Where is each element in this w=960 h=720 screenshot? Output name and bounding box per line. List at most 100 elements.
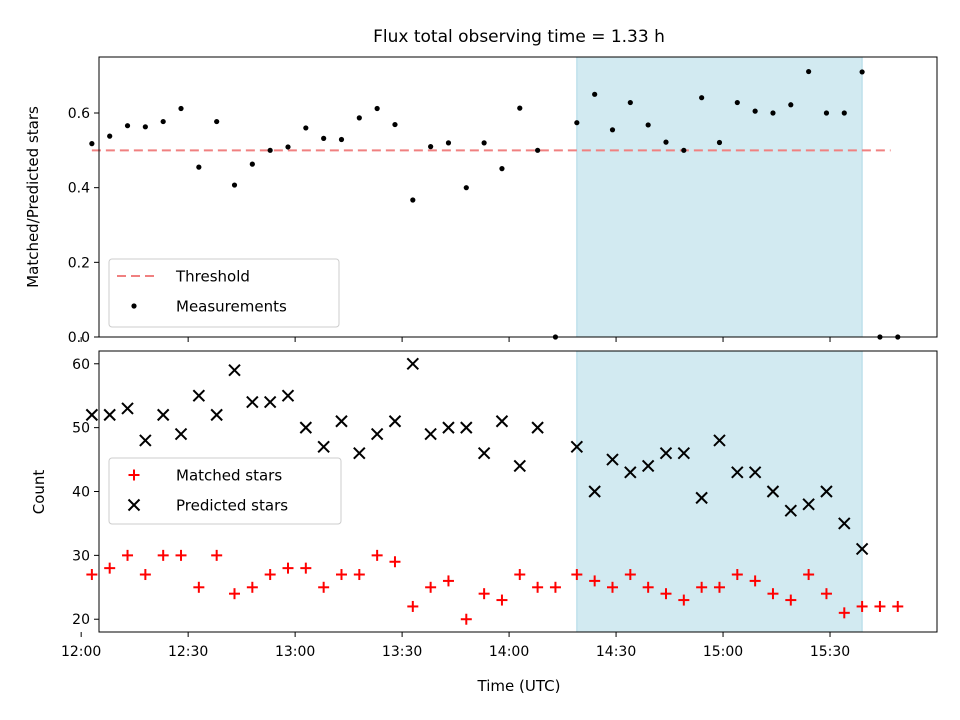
measurement-point (517, 105, 523, 111)
predicted-star-point (855, 542, 869, 556)
predicted-star-point (85, 408, 99, 422)
measurement-point (124, 123, 131, 129)
measurement-point (89, 141, 95, 147)
measurement-point (410, 197, 416, 203)
legend-label: Matched stars (176, 467, 282, 485)
y-tick-label: 0.0 (68, 330, 90, 346)
matched-star-point (660, 588, 672, 600)
matched-star-point (874, 600, 886, 612)
measurement-point (716, 139, 723, 146)
predicted-star-point (802, 498, 815, 511)
predicted-star-point (228, 363, 241, 377)
matched-star-point (496, 594, 508, 606)
legend-box (108, 258, 340, 328)
axes-frame (98, 56, 938, 338)
predicted-star-point (820, 485, 833, 498)
measurement-point (214, 118, 220, 125)
predicted-star-point (299, 421, 313, 434)
x-tick-label: 13:00 (275, 644, 315, 660)
bottom-y-axis-label: Count (30, 470, 48, 515)
measurement-point (445, 140, 452, 146)
matched-star-point (442, 575, 454, 587)
predicted-star-point (424, 427, 437, 441)
predicted-star-point (784, 504, 798, 517)
measurement-point (499, 166, 505, 172)
predicted-star-point (677, 446, 691, 460)
x-tick-label: 14:00 (489, 644, 529, 660)
measurement-point (356, 115, 362, 121)
measurement-point (196, 164, 202, 170)
x-tick-label: 14:30 (596, 644, 636, 660)
matched-star-point (856, 600, 868, 612)
matched-star-point (300, 562, 312, 574)
matched-star-point (335, 569, 347, 581)
measurement-point (463, 185, 469, 191)
legend-marker (127, 498, 141, 512)
measurement-point (806, 68, 812, 75)
predicted-star-point (353, 446, 366, 460)
matched-star-point (246, 581, 258, 593)
y-tick-label: 50 (72, 421, 90, 437)
matched-star-point (624, 569, 636, 581)
predicted-star-point (477, 446, 491, 460)
matched-star-point (193, 581, 205, 593)
predicted-star-point (335, 415, 348, 428)
y-tick-label: 20 (72, 612, 90, 628)
measurement-point (574, 120, 580, 126)
predicted-star-point (588, 485, 601, 498)
matched-star-point (425, 581, 437, 593)
legend-marker (131, 303, 137, 309)
matched-star-point (389, 556, 401, 568)
bottom-axes: 20 30 40 50 60 12:00 12:30 13:00 13:30 14:00 14:30… (61, 350, 938, 660)
matched-star-point (696, 581, 708, 593)
measurement-point (627, 99, 633, 106)
legend-entry: Threshold (117, 268, 250, 286)
y-tick-label: 60 (72, 357, 90, 373)
legend-entry: Predicted stars (127, 497, 288, 515)
measurement-point (142, 124, 148, 130)
matched-star-point (353, 569, 365, 581)
predicted-star-point (460, 421, 473, 434)
legend-label: Predicted stars (176, 497, 288, 515)
measurement-point (841, 110, 847, 116)
predicted-star-point (281, 389, 295, 402)
x-axis-label: Time (UTC) (477, 677, 561, 695)
predicted-star-point (121, 402, 134, 415)
measurement-point (592, 91, 598, 97)
matched-star-point (642, 581, 654, 593)
matched-star-point (460, 613, 472, 625)
measurement-point (535, 147, 541, 153)
measurement-point (303, 125, 309, 131)
matched-star-point (175, 549, 187, 561)
predicted-star-point (406, 357, 420, 370)
predicted-star-point (263, 395, 277, 409)
predicted-star-point (246, 395, 259, 409)
predicted-star-point (766, 485, 780, 498)
predicted-star-point (695, 491, 708, 505)
matched-star-point (282, 562, 294, 574)
measurement-point (107, 133, 113, 139)
matched-star-point (820, 588, 832, 600)
y-tick-label: 0.6 (68, 106, 90, 122)
measurement-point (338, 136, 345, 143)
matched-star-point (139, 569, 151, 581)
legend-entry: Matched stars (128, 467, 282, 485)
matched-star-point (371, 549, 383, 561)
matched-star-point (86, 569, 98, 581)
predicted-star-point (624, 466, 637, 479)
measurement-point (231, 182, 238, 188)
predicted-star-point (513, 459, 526, 473)
measurement-point (160, 118, 166, 125)
measurement-point (770, 110, 776, 116)
x-tick-label: 15:30 (810, 644, 850, 660)
highlight-span (576, 56, 863, 338)
legend-marker (128, 469, 140, 481)
matched-star-point (678, 594, 690, 606)
matched-star-point (713, 581, 725, 593)
x-tick-label: 13:30 (382, 644, 422, 660)
matched-star-point (767, 588, 779, 600)
matched-star-point (571, 569, 583, 581)
predicted-star-point (174, 427, 188, 441)
predicted-star-point (838, 517, 851, 530)
matched-star-point (229, 588, 241, 600)
